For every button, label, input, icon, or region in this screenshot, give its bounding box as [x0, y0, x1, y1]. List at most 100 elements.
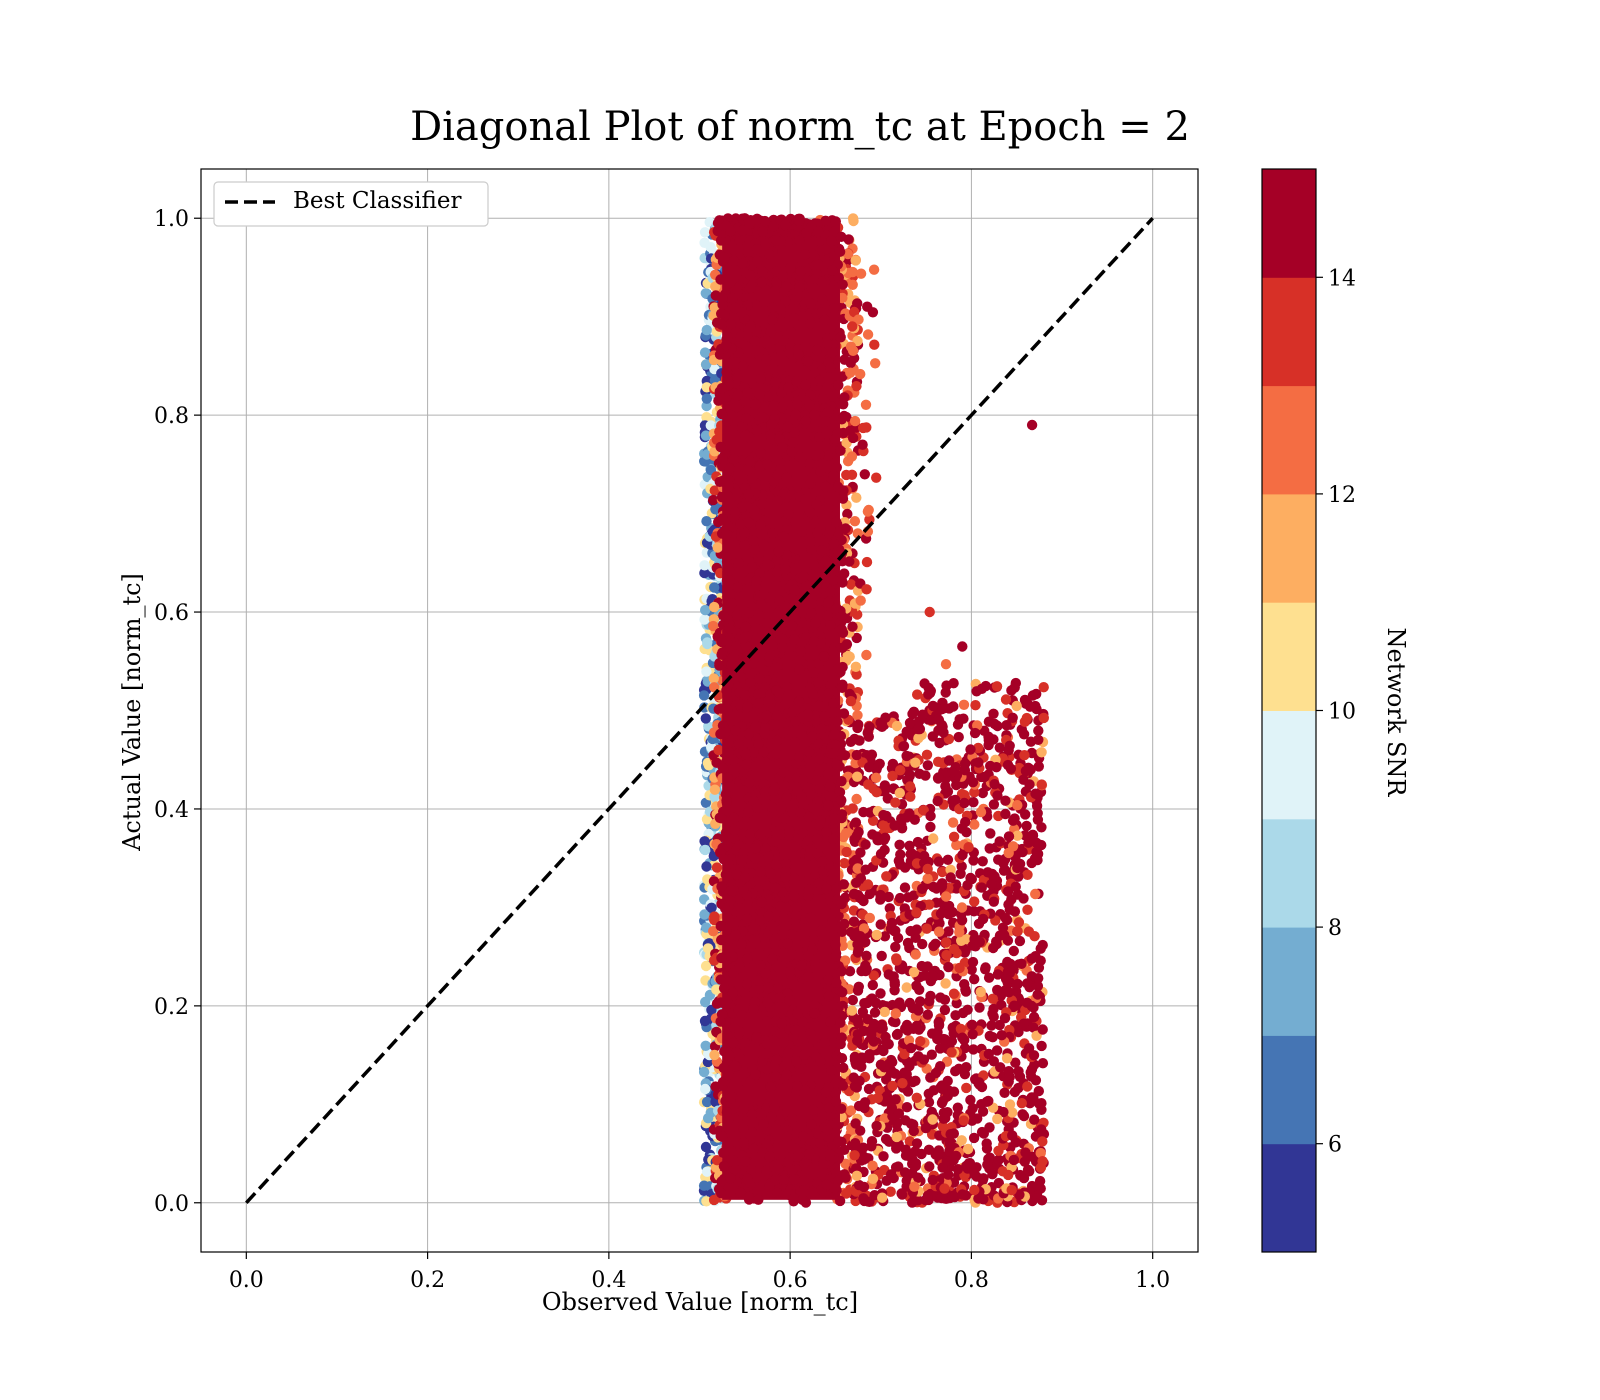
scatter-point — [748, 535, 759, 546]
scatter-point — [786, 446, 798, 457]
scatter-point — [722, 358, 734, 369]
scatter-point — [780, 872, 791, 883]
scatter-point — [957, 1189, 968, 1200]
scatter-point — [715, 974, 726, 985]
scatter-point — [1013, 1066, 1024, 1077]
scatter-point — [727, 293, 738, 304]
scatter-point — [901, 1181, 912, 1192]
scatter-point — [836, 898, 847, 910]
scatter-point — [700, 1141, 712, 1153]
scatter-point — [912, 836, 924, 848]
scatter-point — [836, 414, 847, 425]
scatter-point — [890, 925, 901, 936]
scatter-point — [933, 725, 944, 736]
scatter-point — [992, 790, 1003, 801]
scatter-point — [875, 889, 886, 901]
scatter-point — [899, 1167, 911, 1178]
scatter-point — [890, 797, 901, 808]
scatter-point — [717, 292, 728, 304]
scatter-point — [1020, 1147, 1031, 1158]
scatter-point — [784, 825, 795, 837]
scatter-point — [767, 528, 778, 539]
scatter-point — [821, 1179, 832, 1191]
scatter-point — [751, 575, 762, 586]
scatter-point — [836, 1053, 848, 1064]
scatter-point — [878, 1045, 889, 1057]
scatter-point — [871, 1120, 882, 1132]
scatter-point — [841, 1188, 852, 1199]
scatter-point — [716, 319, 727, 330]
scatter-point — [755, 519, 766, 530]
scatter-point — [927, 1114, 938, 1125]
scatter-point — [763, 982, 774, 994]
scatter-point — [1020, 765, 1032, 777]
scatter-point — [811, 499, 822, 510]
scatter-point — [879, 1006, 890, 1018]
scatter-point — [701, 393, 712, 404]
scatter-point — [826, 235, 837, 247]
scatter-point — [791, 399, 803, 410]
scatter-point — [816, 545, 827, 556]
scatter-point — [746, 1163, 757, 1175]
scatter-point — [790, 910, 801, 921]
scatter-point — [755, 914, 766, 926]
scatter-point — [1000, 808, 1011, 820]
scatter-point — [831, 516, 842, 528]
scatter-point — [946, 1047, 957, 1058]
scatter-point — [825, 362, 836, 373]
scatter-point — [815, 466, 826, 477]
scatter-point — [764, 1151, 776, 1162]
scatter-point — [970, 700, 981, 711]
scatter-point — [900, 1150, 912, 1161]
scatter-point — [928, 971, 939, 982]
scatter-point — [868, 970, 879, 981]
scatter-point — [775, 303, 786, 315]
scatter-point — [977, 913, 989, 925]
scatter-point — [788, 890, 800, 901]
scatter-point — [750, 761, 761, 772]
scatter-point — [895, 765, 906, 776]
scatter-point — [846, 451, 858, 462]
scatter-point — [850, 817, 862, 828]
scatter-point — [724, 565, 735, 576]
scatter-point — [903, 1035, 915, 1046]
legend-box — [213, 181, 489, 227]
scatter-point — [999, 929, 1010, 941]
scatter-point — [828, 538, 840, 549]
scatter-point — [727, 987, 739, 999]
scatter-point — [842, 248, 854, 260]
scatter-point — [958, 1115, 969, 1126]
colorbar-segment — [1262, 277, 1316, 387]
x-tick-label: 0.2 — [410, 1268, 445, 1293]
scatter-point — [836, 624, 847, 635]
scatter-point — [1035, 1147, 1046, 1159]
scatter-point — [823, 450, 834, 461]
scatter-point — [919, 970, 930, 981]
scatter-point — [820, 555, 831, 567]
scatter-point — [976, 882, 987, 893]
scatter-point — [943, 900, 955, 912]
scatter-point — [741, 759, 752, 770]
scatter-point — [739, 395, 751, 406]
scatter-point — [771, 710, 783, 721]
scatter-point — [1003, 1169, 1014, 1181]
scatter-point — [915, 1036, 926, 1047]
scatter-point — [969, 974, 980, 985]
scatter-point — [716, 934, 727, 946]
scatter-point — [886, 763, 898, 774]
scatter-point — [988, 942, 999, 954]
x-tick-label: 0.0 — [229, 1268, 264, 1293]
scatter-point — [860, 864, 871, 875]
scatter-point — [780, 564, 791, 575]
scatter-point — [786, 949, 798, 960]
scatter-point — [880, 784, 891, 795]
scatter-point — [852, 722, 863, 734]
scatter-point — [1015, 1170, 1026, 1181]
scatter-point — [899, 1048, 910, 1060]
scatter-point — [1036, 1124, 1047, 1135]
scatter-point — [832, 716, 843, 727]
scatter-point — [830, 950, 841, 962]
scatter-point — [721, 1107, 733, 1118]
scatter-point — [968, 1044, 979, 1055]
